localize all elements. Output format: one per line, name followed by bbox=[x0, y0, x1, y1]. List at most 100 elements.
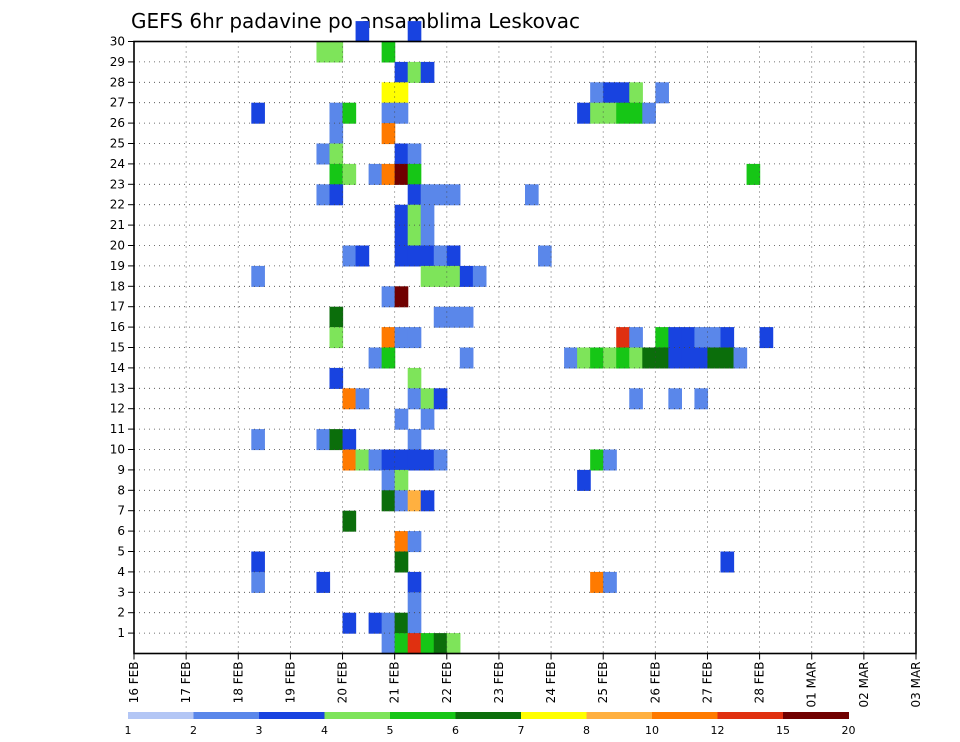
x-tick-label: 02 MAR bbox=[857, 662, 871, 708]
heatmap-cell bbox=[668, 327, 682, 349]
heatmap-cell bbox=[368, 347, 383, 369]
heatmap-cell bbox=[394, 490, 409, 512]
heatmap-cell bbox=[394, 82, 409, 104]
heatmap-cell bbox=[394, 61, 409, 83]
heatmap-cell bbox=[420, 265, 435, 287]
heatmap-cell bbox=[394, 327, 409, 349]
colorbar-swatch bbox=[586, 712, 653, 719]
heatmap-cell bbox=[446, 633, 461, 655]
heatmap-cell bbox=[564, 347, 578, 369]
heatmap-cell bbox=[655, 347, 669, 369]
y-tick-label: 8 bbox=[117, 483, 125, 497]
heatmap-cell bbox=[342, 388, 357, 410]
heatmap-cell bbox=[629, 347, 643, 369]
colorbar: 1 2 3 4 5 6 7 8 10 12 15 20 bbox=[125, 712, 856, 737]
heatmap-cell bbox=[420, 184, 435, 206]
heatmap-cell bbox=[472, 265, 487, 287]
heatmap-cell bbox=[407, 143, 422, 165]
colorbar-swatch bbox=[521, 712, 587, 719]
heatmap-cell bbox=[590, 449, 604, 471]
y-tick-label: 30 bbox=[110, 35, 125, 49]
colorbar-swatch bbox=[390, 712, 456, 719]
x-axis-ticks: 16 FEB 17 FEB 18 FEB 19 FEB 20 FEB 21 FEB 22 F… bbox=[127, 653, 923, 708]
heatmap-cell bbox=[407, 612, 422, 634]
heatmap-cell bbox=[407, 163, 422, 185]
heatmap-cell bbox=[329, 306, 344, 328]
colorbar-label: 4 bbox=[321, 724, 328, 737]
x-tick-label: 22 FEB bbox=[440, 662, 454, 704]
x-tick-label: 19 FEB bbox=[283, 662, 297, 704]
y-tick-label: 10 bbox=[110, 443, 125, 457]
heatmap-cell bbox=[407, 490, 422, 512]
heatmap-cell bbox=[720, 551, 735, 573]
heatmap-cell bbox=[603, 82, 617, 104]
heatmap-cell bbox=[433, 633, 448, 655]
y-tick-label: 18 bbox=[110, 279, 125, 293]
heatmap-cell bbox=[694, 327, 709, 349]
heatmap-cell bbox=[446, 265, 461, 287]
heatmap-cell bbox=[642, 347, 656, 369]
heatmap-cell bbox=[394, 143, 409, 165]
heatmap-cell bbox=[342, 245, 357, 267]
heatmap-cell bbox=[394, 102, 409, 124]
heatmap-cell bbox=[407, 388, 422, 410]
y-tick-label: 17 bbox=[110, 300, 125, 314]
colorbar-swatch bbox=[128, 712, 194, 719]
heatmap-cell bbox=[616, 347, 630, 369]
x-tick-label: 01 MAR bbox=[805, 662, 819, 708]
heatmap-cell bbox=[420, 61, 435, 83]
heatmap-cell bbox=[746, 163, 761, 185]
heatmap-cell bbox=[407, 245, 422, 267]
x-tick-label: 28 FEB bbox=[753, 662, 767, 704]
colorbar-label: 5 bbox=[387, 724, 394, 737]
heatmap-cell bbox=[355, 245, 370, 267]
heatmap-cell bbox=[420, 633, 435, 655]
heatmap-cell bbox=[420, 449, 435, 471]
y-tick-label: 28 bbox=[110, 75, 125, 89]
x-tick-label: 20 FEB bbox=[336, 662, 350, 704]
heatmap-cell bbox=[655, 82, 669, 104]
heatmap-cell bbox=[329, 367, 344, 389]
colorbar-label: 10 bbox=[645, 724, 659, 737]
x-tick-label: 23 FEB bbox=[492, 662, 506, 704]
y-tick-label: 23 bbox=[110, 177, 125, 191]
heatmap-cell bbox=[329, 429, 344, 451]
heatmap-cell bbox=[342, 449, 357, 471]
heatmap-cell bbox=[420, 490, 435, 512]
y-tick-label: 29 bbox=[110, 55, 125, 69]
heatmap-cell bbox=[381, 102, 396, 124]
heatmap-cell bbox=[394, 163, 409, 185]
colorbar-label: 20 bbox=[842, 724, 856, 737]
heatmap-cell bbox=[577, 102, 591, 124]
heatmap-cell bbox=[407, 592, 422, 614]
heatmap-cell bbox=[577, 469, 591, 491]
heatmap-cell bbox=[329, 327, 344, 349]
heatmap-cell bbox=[394, 633, 409, 655]
heatmap-cell bbox=[329, 143, 344, 165]
y-axis-ticks: 1234567891011121314151617181920212223242… bbox=[110, 35, 134, 640]
heatmap-cell bbox=[407, 449, 422, 471]
heatmap-cell bbox=[420, 225, 435, 247]
heatmap-cell bbox=[368, 449, 383, 471]
heatmap-cell bbox=[316, 184, 331, 206]
colorbar-label: 2 bbox=[190, 724, 197, 737]
heatmap-cell bbox=[616, 327, 630, 349]
heatmap-cell bbox=[407, 21, 422, 43]
y-tick-label: 7 bbox=[117, 504, 125, 518]
heatmap-cell bbox=[394, 204, 409, 226]
y-tick-label: 6 bbox=[117, 524, 125, 538]
y-tick-label: 4 bbox=[117, 565, 125, 579]
y-tick-label: 26 bbox=[110, 116, 125, 130]
heatmap-cell bbox=[329, 123, 344, 145]
colorbar-label: 1 bbox=[125, 724, 132, 737]
heatmap-cell bbox=[681, 347, 696, 369]
heatmap-cell bbox=[316, 571, 331, 593]
heatmap-cell bbox=[407, 204, 422, 226]
heatmap-cell bbox=[342, 612, 357, 634]
heatmap-cell bbox=[629, 327, 643, 349]
heatmap-cell bbox=[407, 61, 422, 83]
heatmap-cell bbox=[251, 551, 265, 573]
y-tick-label: 1 bbox=[117, 626, 125, 640]
heatmap-cell bbox=[394, 408, 409, 430]
heatmap-cell bbox=[329, 163, 344, 185]
